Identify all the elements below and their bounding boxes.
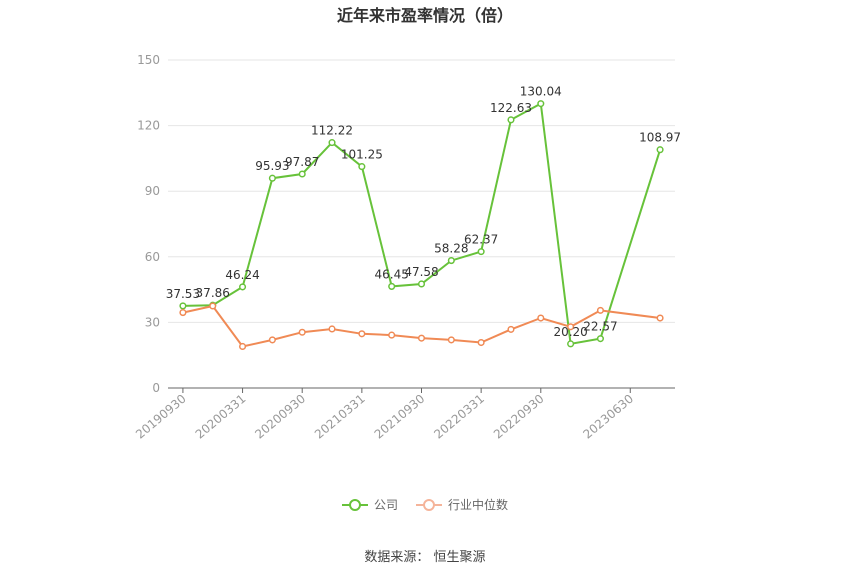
data-point	[447, 257, 455, 265]
data-label: 22.57	[583, 320, 617, 334]
data-label: 108.97	[639, 131, 681, 145]
data-point	[358, 330, 366, 338]
x-tick-label: 20220930	[491, 392, 547, 442]
data-label: 62.37	[464, 233, 498, 247]
data-label: 101.25	[341, 148, 383, 162]
data-point	[477, 338, 485, 347]
x-tick-label: 20200930	[252, 392, 308, 442]
data-point	[507, 116, 515, 124]
y-tick-label: 60	[145, 250, 160, 264]
legend-item-company[interactable]: 公司	[341, 496, 398, 513]
data-point	[239, 283, 247, 291]
data-label: 47.58	[404, 265, 438, 279]
data-point	[567, 340, 575, 348]
data-point	[298, 328, 306, 336]
data-point	[388, 282, 396, 290]
data-label: 46.45	[374, 267, 408, 281]
y-tick-label: 0	[152, 381, 160, 395]
data-label: 58.28	[434, 242, 468, 256]
data-label: 112.22	[311, 124, 353, 138]
data-point	[388, 331, 396, 339]
data-point	[447, 336, 455, 344]
data-point	[477, 248, 485, 256]
data-point	[537, 314, 545, 322]
legend-item-median[interactable]: 行业中位数	[416, 496, 508, 513]
data-point	[268, 336, 276, 344]
data-point	[656, 314, 664, 322]
series-line-0	[182, 102, 662, 345]
data-point	[239, 342, 247, 351]
data-label: 95.93	[255, 159, 289, 173]
data-label: 46.24	[225, 268, 259, 282]
x-tick-label: 20230630	[580, 392, 636, 442]
data-point	[596, 306, 604, 314]
y-tick-label: 120	[137, 119, 160, 133]
data-label: 20.20	[553, 325, 587, 339]
series-line-1	[182, 304, 661, 348]
data-source: 数据来源： 恒生聚源	[364, 550, 486, 565]
y-tick-label: 90	[145, 184, 160, 198]
y-tick-label: 30	[145, 315, 160, 329]
data-point	[328, 139, 336, 147]
data-point	[596, 335, 604, 343]
x-tick-label: 20210930	[372, 392, 428, 442]
legend-label-company: 公司	[373, 498, 398, 512]
data-point	[298, 170, 306, 178]
data-point	[209, 302, 217, 310]
data-label: 130.04	[520, 85, 562, 99]
data-point	[567, 323, 575, 331]
data-label: 37.53	[166, 287, 200, 301]
data-point	[358, 163, 366, 171]
y-tick-label: 150	[137, 53, 160, 67]
data-point	[179, 309, 187, 317]
x-tick-label: 20210331	[312, 392, 368, 442]
data-point	[328, 325, 336, 333]
chart-legend: 公司 行业中位数	[0, 496, 850, 513]
legend-label-median: 行业中位数	[448, 498, 509, 512]
data-point	[417, 334, 426, 342]
legend-marker-median	[416, 498, 442, 511]
data-point	[656, 146, 664, 154]
x-tick-label: 20190930	[133, 392, 189, 442]
data-point	[507, 325, 515, 333]
data-point	[537, 100, 545, 108]
data-point	[268, 174, 276, 182]
x-tick-label: 20200331	[193, 392, 249, 442]
data-label: 97.87	[285, 155, 319, 169]
data-label: 37.86	[196, 286, 230, 300]
legend-marker-company	[341, 498, 368, 511]
x-tick-label: 20220331	[431, 392, 487, 442]
data-point	[417, 280, 426, 288]
data-label: 122.63	[490, 101, 532, 115]
chart-title: 近年来市盈率情况（倍）	[336, 6, 513, 25]
data-point	[179, 302, 187, 310]
